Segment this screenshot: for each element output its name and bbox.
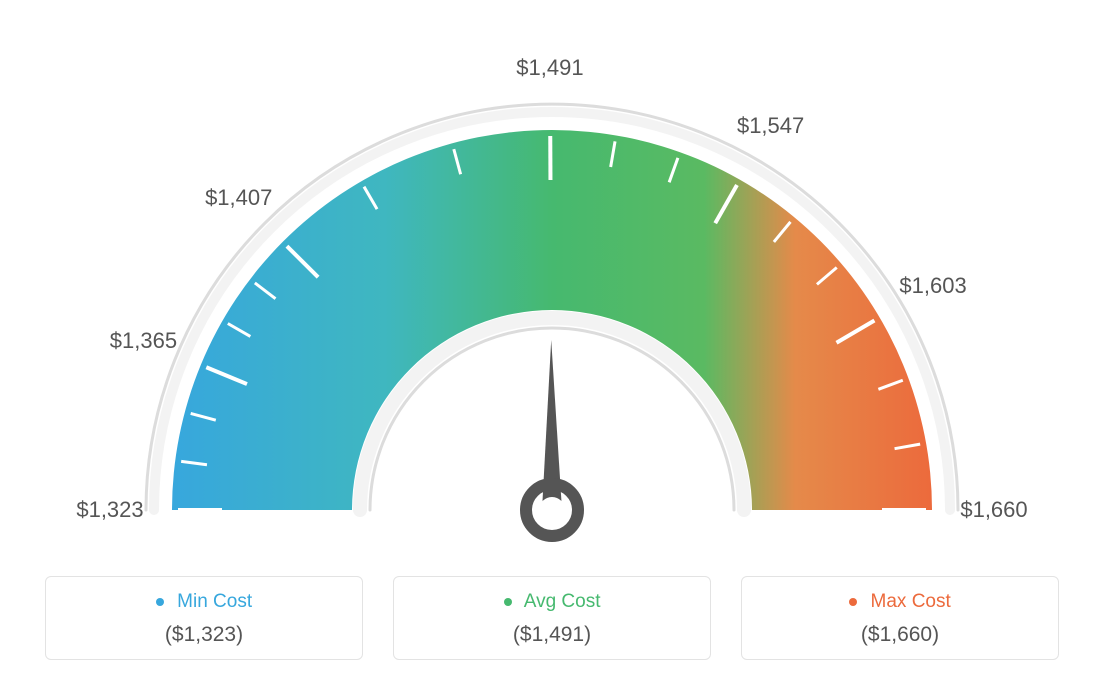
avg-cost-value: ($1,491) [404,623,700,647]
min-cost-dot [156,598,164,606]
max-cost-value: ($1,660) [752,623,1048,647]
gauge-tick-label: $1,603 [899,273,966,299]
max-cost-title: Max Cost [871,591,951,612]
max-cost-title-row: Max Cost [752,591,1048,613]
gauge-tick-label: $1,407 [205,185,272,211]
summary-cards: Min Cost ($1,323) Avg Cost ($1,491) Max … [45,576,1059,660]
max-cost-dot [849,598,857,606]
gauge-tick-label: $1,365 [110,328,177,354]
gauge-tick-label: $1,323 [76,497,143,523]
max-cost-card: Max Cost ($1,660) [741,576,1059,660]
avg-cost-title-row: Avg Cost [404,591,700,613]
gauge-area: $1,323 $1,365 $1,407 $1,491 $1,547 $1,603 $1,6… [0,0,1104,560]
gauge-tick-label: $1,547 [737,113,804,139]
min-cost-value: ($1,323) [56,623,352,647]
avg-cost-card: Avg Cost ($1,491) [393,576,711,660]
min-cost-title: Min Cost [177,591,252,612]
cost-gauge-chart: $1,323 $1,365 $1,407 $1,491 $1,547 $1,603 $1,6… [0,0,1104,690]
min-cost-title-row: Min Cost [56,591,352,613]
min-cost-card: Min Cost ($1,323) [45,576,363,660]
avg-cost-title: Avg Cost [524,591,601,612]
gauge-tick-label: $1,491 [516,55,583,81]
gauge-tick-label: $1,660 [960,497,1027,523]
avg-cost-dot [504,598,512,606]
